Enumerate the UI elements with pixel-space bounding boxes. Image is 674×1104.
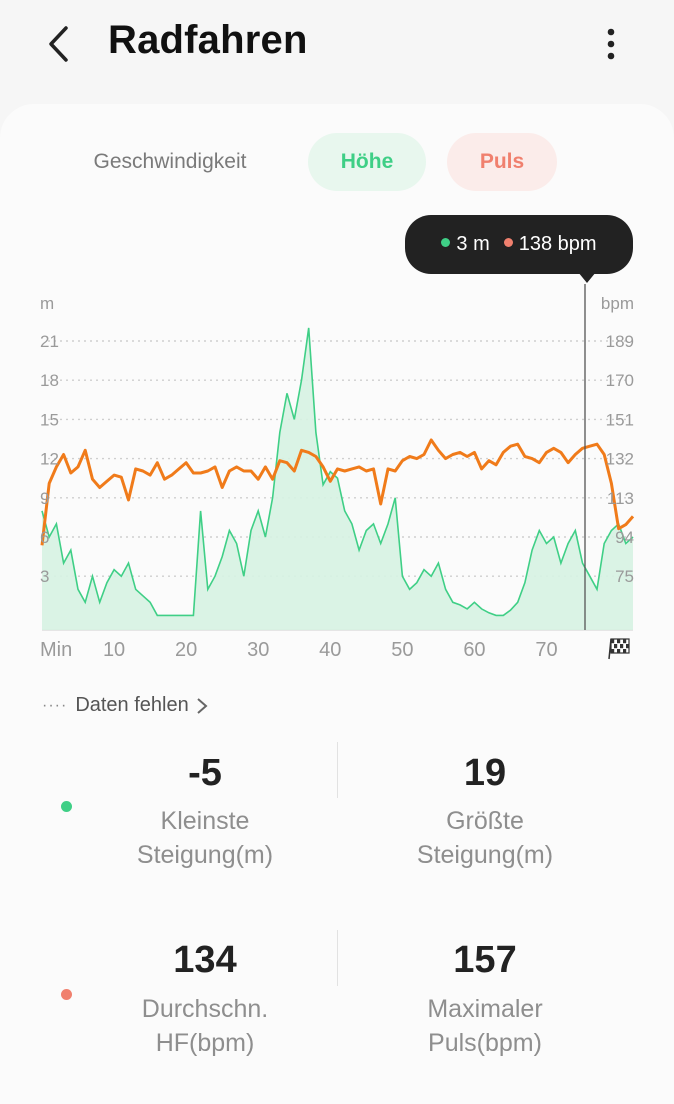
left-tick-label: 6: [40, 528, 49, 547]
min-gradient-value: -5: [105, 752, 305, 795]
altitude-legend-dot: [61, 801, 72, 812]
data-missing-link[interactable]: ···· Daten fehlen: [42, 694, 209, 717]
more-vertical-icon[interactable]: [596, 22, 626, 66]
max-gradient-label: Größte Steigung(m): [365, 804, 605, 872]
tooltip-altitude: 3 m: [441, 233, 489, 256]
avg-heart-rate-label: Durchschn. HF(bpm): [85, 992, 325, 1060]
max-gradient-value: 19: [385, 752, 585, 795]
top-app-bar: Radfahren: [0, 0, 674, 96]
left-tick-label: 12: [40, 450, 59, 469]
left-tick-label: 15: [40, 410, 59, 429]
tooltip-heart-rate-value: 138 bpm: [519, 233, 597, 255]
altitude-dot-icon: [441, 238, 450, 247]
max-heart-rate-label-line1: Maximaler: [365, 992, 605, 1026]
right-tick-label: 170: [606, 371, 634, 390]
right-tick-label: 189: [606, 332, 634, 351]
x-tick-label: 30: [247, 639, 269, 661]
x-tick-label: 70: [535, 639, 557, 661]
x-tick-label: 20: [175, 639, 197, 661]
right-tick-label: 151: [606, 410, 634, 429]
min-gradient-label: Kleinste Steigung(m): [85, 804, 325, 872]
min-gradient-label-line2: Steigung(m): [85, 838, 325, 872]
data-missing-label: Daten fehlen: [75, 694, 188, 717]
avg-heart-rate-label-line1: Durchschn.: [85, 992, 325, 1026]
page-title: Radfahren: [108, 18, 308, 63]
max-gradient-label-line1: Größte: [365, 804, 605, 838]
x-axis-first-label: Min: [40, 639, 72, 661]
right-tick-label: 113: [607, 489, 634, 508]
heart-rate-dot-icon: [504, 238, 513, 247]
right-tick-label: 132: [606, 450, 634, 469]
avg-heart-rate-label-line2: HF(bpm): [85, 1026, 325, 1060]
heart-rate-legend-dot: [61, 989, 72, 1000]
left-axis-unit: m: [40, 294, 54, 313]
tooltip-heart-rate: 138 bpm: [504, 233, 597, 256]
chevron-right-icon: [195, 696, 209, 716]
right-axis-unit: bpm: [601, 294, 634, 313]
tab-speed[interactable]: Geschwindigkeit: [70, 133, 270, 191]
finish-flag-icon: [609, 639, 629, 659]
left-tick-label: 18: [40, 371, 59, 390]
x-tick-label: 50: [391, 639, 413, 661]
stats-divider: [337, 930, 338, 986]
stats-divider: [337, 742, 338, 798]
left-tick-label: 21: [40, 332, 59, 351]
left-tick-label: 9: [40, 489, 49, 508]
avg-heart-rate-value: 134: [105, 939, 305, 982]
altitude-heart-rate-chart[interactable]: m bpm 21 189 18 170 15 151 12 132 9 113 6 94 3 75 Min 10 2…: [0, 280, 674, 680]
max-gradient-label-line2: Steigung(m): [365, 838, 605, 872]
right-tick-label: 94: [615, 528, 634, 547]
left-tick-label: 3: [40, 567, 49, 586]
chart-tooltip: 3 m 138 bpm: [405, 215, 633, 274]
max-heart-rate-value: 157: [385, 939, 585, 982]
missing-data-dots-icon: ····: [42, 697, 67, 715]
right-tick-label: 75: [615, 567, 634, 586]
x-tick-label: 60: [463, 639, 485, 661]
x-tick-label: 40: [319, 639, 341, 661]
back-chevron-icon[interactable]: [40, 22, 82, 66]
x-tick-label: 10: [103, 639, 125, 661]
tooltip-altitude-value: 3 m: [456, 233, 489, 255]
max-heart-rate-label: Maximaler Puls(bpm): [365, 992, 605, 1060]
max-heart-rate-label-line2: Puls(bpm): [365, 1026, 605, 1060]
tab-altitude[interactable]: Höhe: [308, 133, 426, 191]
min-gradient-label-line1: Kleinste: [85, 804, 325, 838]
tab-heart-rate[interactable]: Puls: [447, 133, 557, 191]
